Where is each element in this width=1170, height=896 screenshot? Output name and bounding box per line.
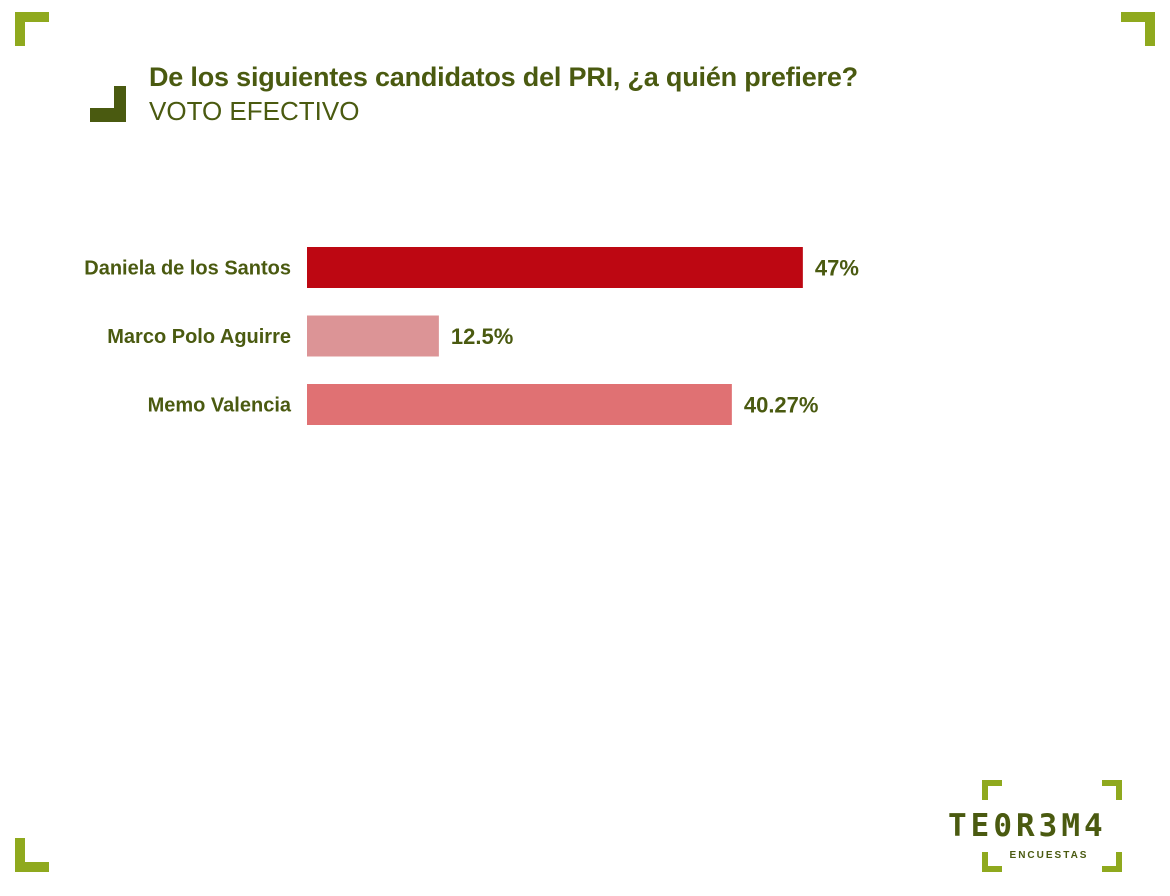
logo-tagline: ENCUESTAS <box>1009 850 1089 861</box>
logo-corner <box>1102 852 1122 872</box>
category-label: Marco Polo Aguirre <box>107 326 291 348</box>
teorema-logo: TE0R3M4 ENCUESTAS <box>944 778 1154 874</box>
value-label: 47% <box>815 256 859 281</box>
logo-corner <box>1102 780 1122 800</box>
bar <box>307 315 439 357</box>
chart-title: De los siguientes candidatos del PRI, ¿a… <box>149 62 858 92</box>
corner-mark-top-left <box>15 12 49 46</box>
logo-corner <box>982 852 1002 872</box>
logo-corner <box>982 780 1002 800</box>
corner-mark-bottom-left <box>15 838 49 872</box>
title-marker-icon <box>90 86 126 122</box>
logo-wordmark: TE0R3M4 <box>948 808 1107 844</box>
corner-mark-top-right <box>1121 12 1155 46</box>
value-label: 12.5% <box>451 324 513 349</box>
category-label: Memo Valencia <box>148 395 292 417</box>
bar <box>307 247 803 288</box>
bar <box>307 384 732 425</box>
value-label: 40.27% <box>744 393 819 418</box>
category-label: Daniela de los Santos <box>84 258 291 280</box>
chart-subtitle: VOTO EFECTIVO <box>149 96 360 126</box>
